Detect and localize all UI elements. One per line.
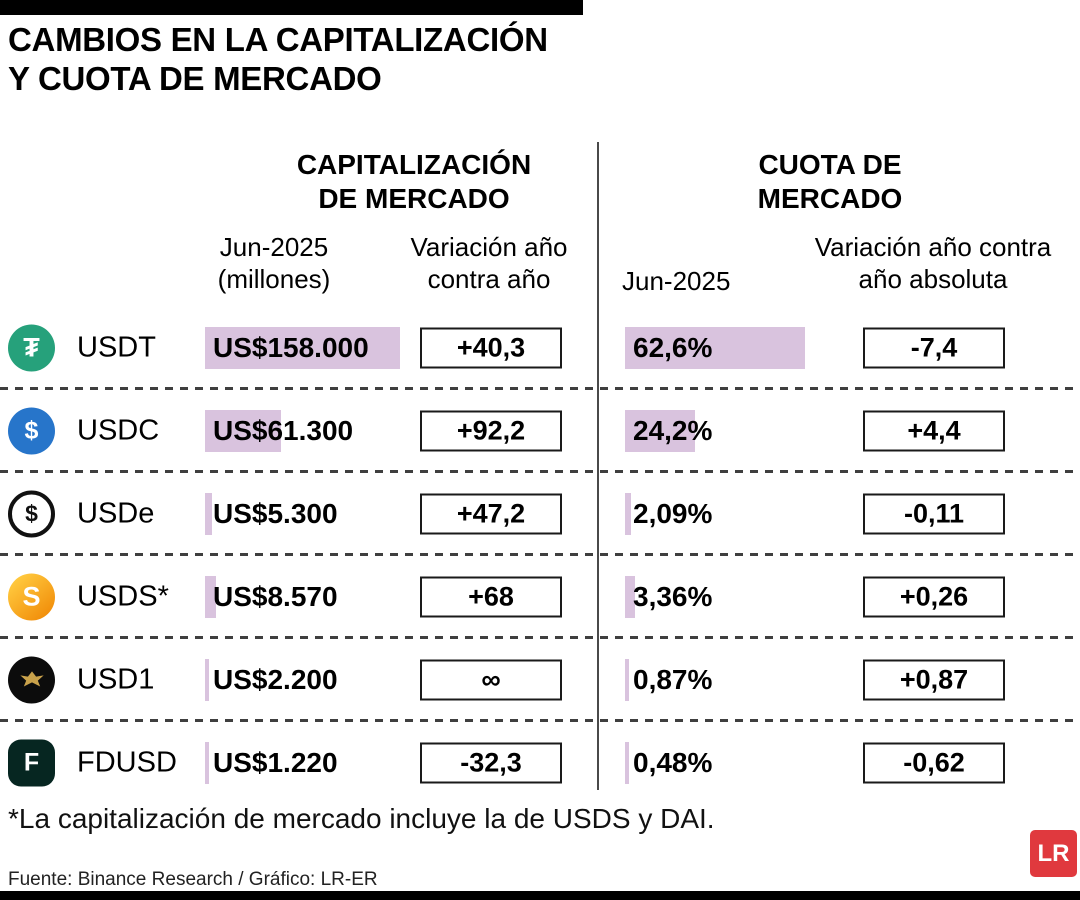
title-line-2: Y CUOTA DE MERCADO xyxy=(8,60,382,97)
cap-header-line-1: CAPITALIZACIÓN xyxy=(296,149,532,180)
share-variation-box: +4,4 xyxy=(863,410,1005,451)
cap-value: US$158.000 xyxy=(213,331,369,363)
cap-variation-box: +68 xyxy=(420,576,562,617)
top-bar xyxy=(0,0,583,15)
cap-variation-value: +68 xyxy=(468,581,514,611)
cap-value-cell: US$2.200 xyxy=(205,658,338,701)
cap-value: US$61.300 xyxy=(213,414,354,446)
title-line-1: CAMBIOS EN LA CAPITALIZACIÓN xyxy=(8,21,548,58)
cap-value: US$5.300 xyxy=(213,497,338,529)
subheader-share-variation: Variación año contra año absoluta xyxy=(814,232,1052,294)
bottom-bar xyxy=(0,891,1080,900)
share-bar xyxy=(625,409,695,452)
cap-bar xyxy=(205,492,212,535)
cap-variation-value: -32,3 xyxy=(460,747,522,777)
cap-value-cell: US$5.300 xyxy=(205,492,338,535)
page-title: CAMBIOS EN LA CAPITALIZACIÓN Y CUOTA DE … xyxy=(8,20,548,98)
cap-value: US$2.200 xyxy=(213,663,338,695)
table-row-usdt: ₮ USDT US$158.000 +40,3 62,6% -7,4 xyxy=(0,306,1080,390)
share-value: 0,87% xyxy=(633,663,713,695)
group-divider xyxy=(597,142,599,790)
cap-value-cell: US$1.220 xyxy=(205,741,338,784)
cap-variation-box: -32,3 xyxy=(420,742,562,783)
cap-variation-value: ∞ xyxy=(481,664,501,694)
table-row-usds: S USDS* US$8.570 +68 3,36% +0,26 xyxy=(0,555,1080,639)
share-value-cell: 24,2% xyxy=(625,409,713,452)
share-value: 62,6% xyxy=(633,331,713,363)
share-bar xyxy=(625,326,805,369)
cap-variation-value: +40,3 xyxy=(456,332,526,362)
coin-label: USDT xyxy=(77,331,156,363)
share-variation-value: -0,62 xyxy=(903,747,965,777)
share-variation-box: -7,4 xyxy=(863,327,1005,368)
eagle-icon xyxy=(19,671,44,687)
share-value: 3,36% xyxy=(633,580,713,612)
share-header-line-2: MERCADO xyxy=(757,183,903,214)
share-variation-value: -0,11 xyxy=(903,498,965,528)
usds-coin-icon: S xyxy=(8,573,55,620)
cap-variation-value: +92,2 xyxy=(456,415,526,445)
subheader-share-date: Jun-2025 xyxy=(622,266,731,296)
cap-bar xyxy=(205,658,209,701)
share-bar xyxy=(625,658,629,701)
share-value-cell: 62,6% xyxy=(625,326,805,369)
fdusd-coin-icon: F xyxy=(8,739,55,786)
cap-value: US$8.570 xyxy=(213,580,338,612)
cap-bar xyxy=(205,409,281,452)
column-group-share-header: CUOTA DE MERCADO xyxy=(640,148,1020,216)
stablecoin-table: ₮ USDT US$158.000 +40,3 62,6% -7,4 $ USD… xyxy=(0,306,1080,804)
share-variation-box: -0,11 xyxy=(863,493,1005,534)
share-variation-value: +0,26 xyxy=(899,581,969,611)
cap-variation-box: ∞ xyxy=(420,659,562,700)
cap-variation-box: +47,2 xyxy=(420,493,562,534)
share-bar xyxy=(625,575,635,618)
coin-label: USDC xyxy=(77,414,160,446)
share-value-cell: 2,09% xyxy=(625,492,713,535)
coin-label: USDe xyxy=(77,497,155,529)
share-variation-box: -0,62 xyxy=(863,742,1005,783)
coin-label: FDUSD xyxy=(77,746,177,778)
share-value-cell: 0,87% xyxy=(625,658,713,701)
share-variation-value: +0,87 xyxy=(899,664,969,694)
cap-header-line-2: DE MERCADO xyxy=(318,183,510,214)
usde-coin-icon: $ xyxy=(8,490,55,537)
cap-value-cell: US$61.300 xyxy=(205,409,354,452)
cap-value-cell: US$158.000 xyxy=(205,326,400,369)
coin-label: USD1 xyxy=(77,663,155,695)
tether-coin-icon: ₮ xyxy=(8,324,55,371)
share-value: 24,2% xyxy=(633,414,713,446)
usd1-coin-icon xyxy=(8,656,55,703)
share-variation-value: -7,4 xyxy=(910,332,958,362)
footnote: *La capitalización de mercado incluye la… xyxy=(8,803,715,834)
cap-bar xyxy=(205,741,209,784)
share-header-line-1: CUOTA DE xyxy=(758,149,902,180)
coin-label: USDS* xyxy=(77,580,169,612)
usdc-coin-icon: $ xyxy=(8,407,55,454)
source-credit: Fuente: Binance Research / Gráfico: LR-E… xyxy=(8,869,378,890)
cap-bar xyxy=(205,326,400,369)
subheader-cap-variation: Variación año contra año xyxy=(410,232,568,294)
cap-value: US$1.220 xyxy=(213,746,338,778)
share-value: 2,09% xyxy=(633,497,713,529)
share-value-cell: 0,48% xyxy=(625,741,713,784)
share-bar xyxy=(625,492,631,535)
cap-variation-value: +47,2 xyxy=(456,498,526,528)
cap-variation-box: +92,2 xyxy=(420,410,562,451)
column-group-cap-header: CAPITALIZACIÓN DE MERCADO xyxy=(228,148,600,216)
table-row-usdc: $ USDC US$61.300 +92,2 24,2% +4,4 xyxy=(0,389,1080,473)
subheader-cap-date: Jun-2025 (millones) xyxy=(217,232,331,294)
cap-value-cell: US$8.570 xyxy=(205,575,338,618)
table-row-fdusd: F FDUSD US$1.220 -32,3 0,48% -0,62 xyxy=(0,721,1080,804)
table-row-usde: $ USDe US$5.300 +47,2 2,09% -0,11 xyxy=(0,472,1080,556)
cap-variation-box: +40,3 xyxy=(420,327,562,368)
share-variation-value: +4,4 xyxy=(907,415,961,445)
share-variation-box: +0,87 xyxy=(863,659,1005,700)
share-value-cell: 3,36% xyxy=(625,575,713,618)
share-bar xyxy=(625,741,629,784)
share-variation-box: +0,26 xyxy=(863,576,1005,617)
share-value: 0,48% xyxy=(633,746,713,778)
cap-bar xyxy=(205,575,216,618)
table-row-usd1: USD1 US$2.200 ∞ 0,87% +0,87 xyxy=(0,638,1080,722)
lr-logo: LR xyxy=(1030,830,1077,877)
